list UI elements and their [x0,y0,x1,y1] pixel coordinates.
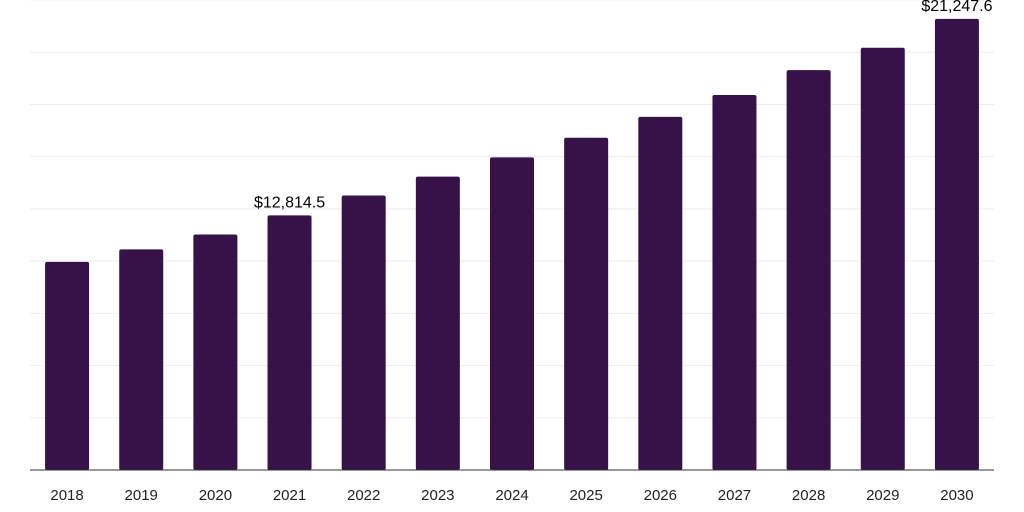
bar-2029 [860,47,905,470]
data-labels: $12,814.5 $21,247.6 [254,0,993,211]
bar-2023 [415,176,460,470]
x-tick-label-2025: 2025 [569,487,602,504]
bars [45,18,979,471]
x-tick-labels: 2018 2019 2020 2021 2022 2023 2024 2025 2026 2027… [50,487,973,504]
x-tick-label-2019: 2019 [125,487,158,504]
bar-2021 [267,215,312,470]
x-tick-label-2024: 2024 [495,487,528,504]
x-tick-label-2030: 2030 [940,487,973,504]
x-tick-label-2022: 2022 [347,487,380,504]
bar-2026 [638,116,683,470]
x-tick-label-2027: 2027 [718,487,751,504]
x-tick-label-2028: 2028 [792,487,825,504]
bar-2025 [564,137,609,470]
x-tick-label-2029: 2029 [866,487,899,504]
bar-2020 [193,234,238,470]
bar-2018 [45,261,90,470]
bar-2024 [490,157,534,470]
bar-2028 [786,70,831,470]
x-tick-label-2020: 2020 [199,487,232,504]
x-tick-label-2021: 2021 [273,487,306,504]
bar-2030 [934,18,979,471]
bar-2019 [119,249,164,470]
x-tick-label-2018: 2018 [50,487,83,504]
bar-2022 [341,195,386,470]
x-tick-label-2026: 2026 [644,487,677,504]
data-label-2021: $12,814.5 [254,194,325,211]
x-tick-label-2023: 2023 [421,487,454,504]
bar-2027 [712,94,757,471]
data-label-2030: $21,247.6 [921,0,992,15]
